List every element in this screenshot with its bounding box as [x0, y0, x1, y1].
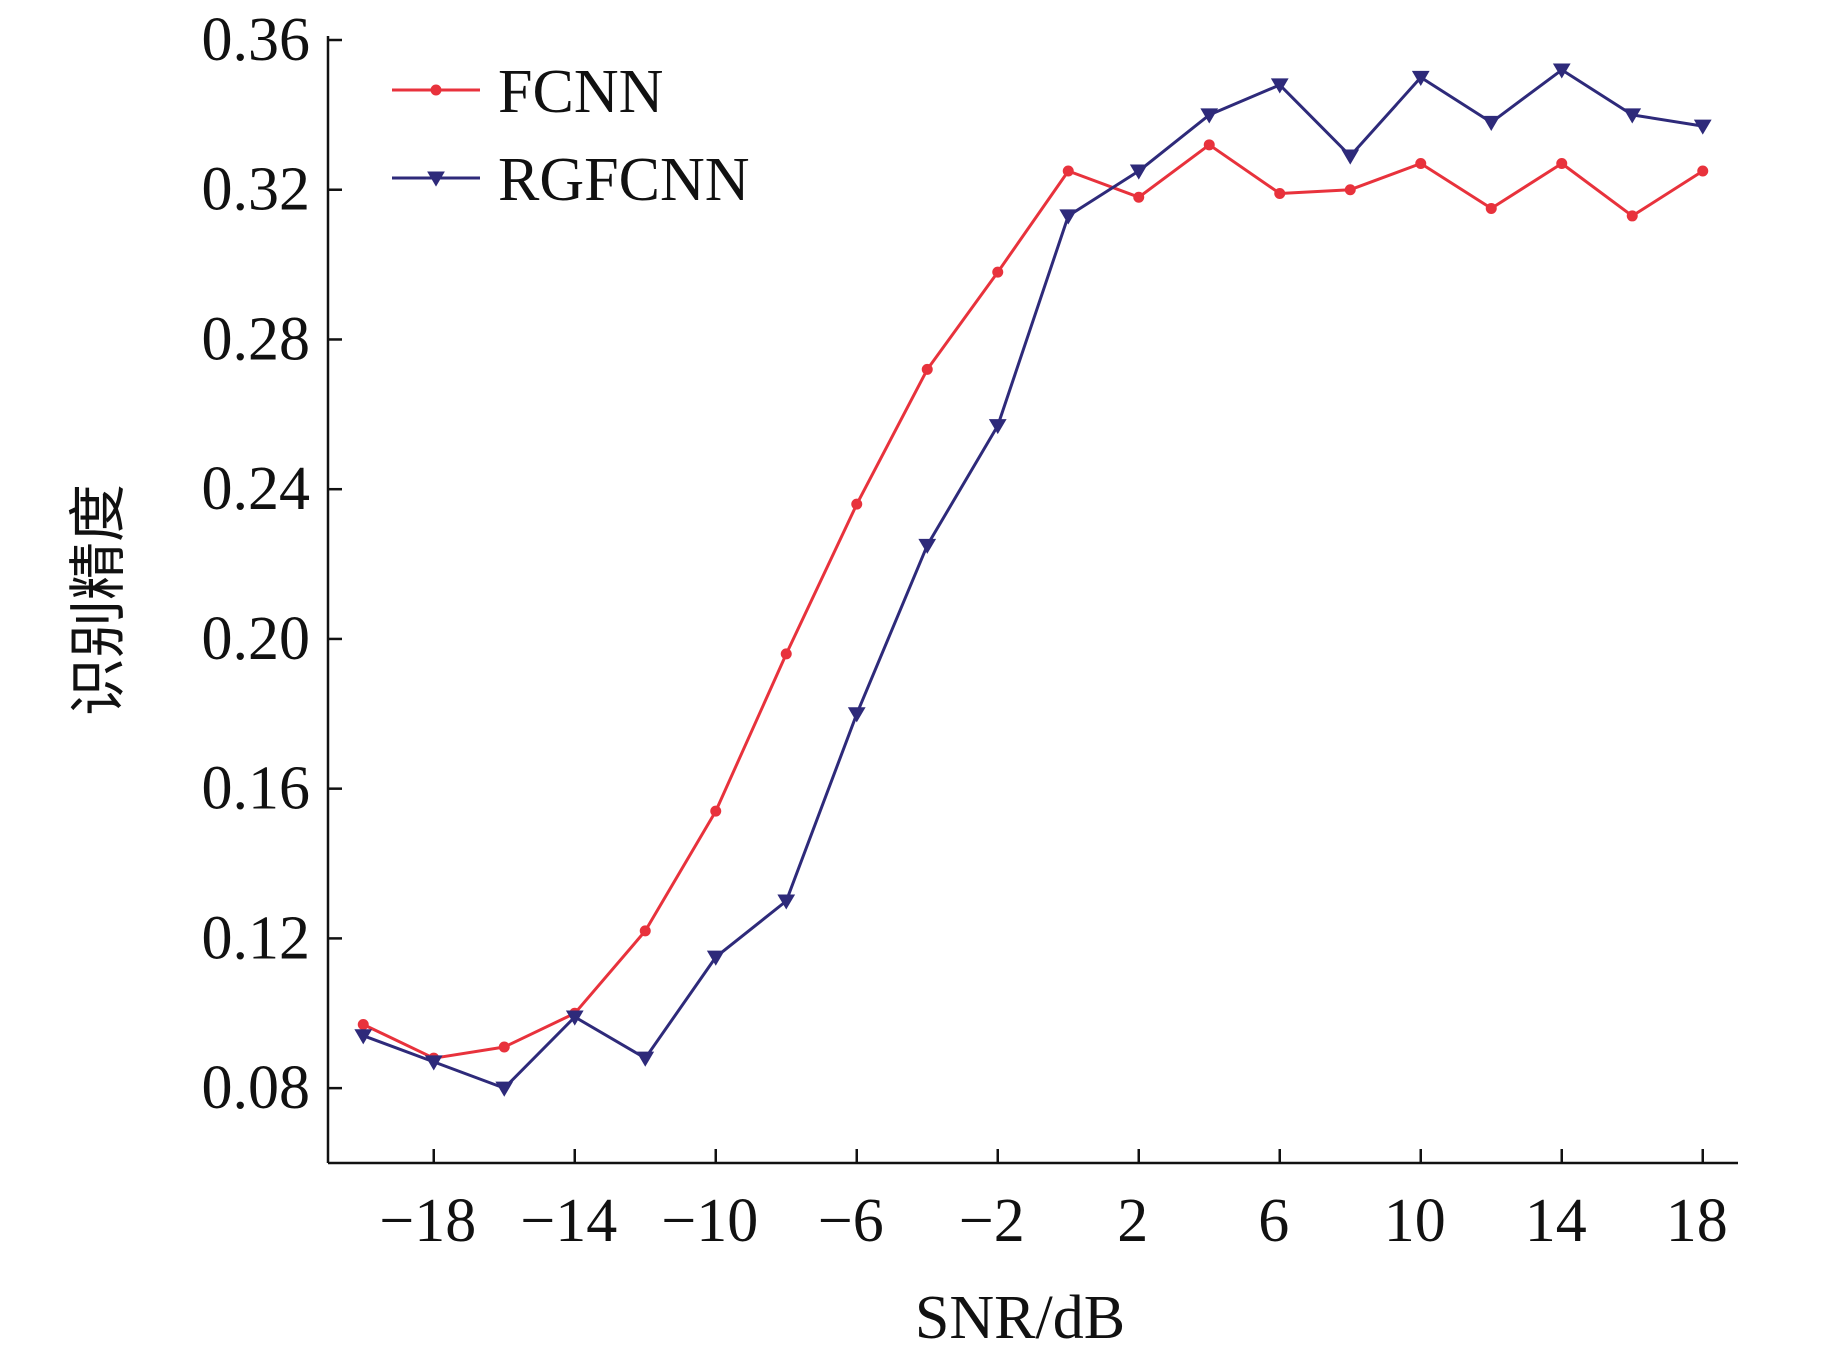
- y-ticks: 0.08 0.12 0.16 0.20 0.24 0.28 0.32 0.36: [202, 6, 342, 1122]
- series-fcnn: [357, 139, 1709, 1064]
- data-point-rgfcnn: [354, 1029, 373, 1045]
- series-line-fcnn: [362, 143, 1704, 1060]
- data-point-rgfcnn: [1623, 108, 1642, 124]
- x-tick-label: −18: [379, 1187, 476, 1255]
- data-point-rgfcnn: [424, 1055, 443, 1071]
- x-tick-label: −10: [661, 1187, 758, 1255]
- data-point-rgfcnn: [988, 419, 1007, 435]
- data-point-fcnn: [780, 648, 792, 660]
- data-point-fcnn: [992, 266, 1004, 278]
- data-point-rgfcnn: [1200, 108, 1219, 124]
- y-axis-title: 识别精度: [64, 484, 132, 716]
- series-line-rgfcnn: [362, 68, 1704, 1090]
- data-point-fcnn: [921, 363, 933, 375]
- data-point-fcnn: [1697, 165, 1709, 177]
- data-point-rgfcnn: [1341, 149, 1360, 165]
- series-layer: [354, 63, 1712, 1097]
- data-point-rgfcnn: [706, 950, 725, 966]
- series-rgfcnn: [354, 63, 1712, 1097]
- data-point-fcnn: [1062, 165, 1074, 177]
- legend: FCNN RGFCNN: [392, 58, 750, 214]
- data-point-rgfcnn: [1482, 115, 1501, 131]
- y-tick-label: 0.28: [202, 305, 311, 373]
- data-point-rgfcnn: [495, 1081, 514, 1097]
- y-tick-label: 0.12: [202, 904, 311, 972]
- data-point-fcnn: [498, 1041, 510, 1053]
- data-point-fcnn: [851, 498, 863, 510]
- data-point-rgfcnn: [636, 1051, 655, 1067]
- y-tick-label: 0.20: [202, 605, 311, 673]
- data-point-fcnn: [1485, 202, 1497, 214]
- y-tick-label: 0.08: [202, 1054, 311, 1122]
- data-point-fcnn: [1415, 158, 1427, 170]
- data-point-rgfcnn: [1693, 119, 1712, 135]
- data-point-rgfcnn: [1129, 164, 1148, 180]
- data-point-rgfcnn: [777, 894, 796, 910]
- y-tick-label: 0.32: [202, 156, 311, 224]
- x-tick-label: 2: [1117, 1187, 1148, 1255]
- x-axis-title: SNR/dB: [915, 1284, 1125, 1346]
- x-tick-label: 18: [1666, 1187, 1728, 1255]
- x-tick-label: −6: [818, 1187, 884, 1255]
- data-point-rgfcnn: [565, 1010, 584, 1026]
- x-tick-label: 10: [1384, 1187, 1446, 1255]
- data-point-rgfcnn: [1411, 70, 1430, 87]
- data-point-fcnn: [1203, 139, 1215, 151]
- legend-marker-fcnn: [430, 84, 442, 96]
- x-tick-label: −14: [520, 1187, 617, 1255]
- axes: [326, 36, 1738, 1165]
- legend-marker-rgfcnn: [427, 171, 445, 187]
- data-point-fcnn: [357, 1018, 369, 1030]
- data-point-fcnn: [1344, 184, 1356, 196]
- data-point-fcnn: [1626, 210, 1638, 222]
- data-point-rgfcnn: [847, 707, 866, 723]
- x-ticks: −18 −14 −10 −6 −2 2 6 10 14 18: [379, 1149, 1728, 1255]
- data-point-rgfcnn: [918, 538, 937, 554]
- x-tick-label: 6: [1258, 1187, 1289, 1255]
- data-point-fcnn: [1274, 187, 1286, 199]
- y-tick-label: 0.24: [202, 455, 311, 523]
- legend-label-fcnn: FCNN: [498, 58, 663, 126]
- data-point-fcnn: [710, 805, 722, 817]
- data-point-fcnn: [639, 925, 651, 937]
- y-tick-label: 0.16: [202, 755, 311, 823]
- data-point-fcnn: [1556, 158, 1568, 170]
- x-tick-label: 14: [1525, 1187, 1587, 1255]
- data-point-fcnn: [1133, 191, 1145, 203]
- data-point-rgfcnn: [1059, 209, 1078, 225]
- legend-label-rgfcnn: RGFCNN: [498, 146, 750, 214]
- data-point-rgfcnn: [1270, 78, 1289, 94]
- data-point-rgfcnn: [1552, 63, 1571, 79]
- x-tick-label: −2: [959, 1187, 1025, 1255]
- y-tick-label: 0.36: [202, 6, 311, 74]
